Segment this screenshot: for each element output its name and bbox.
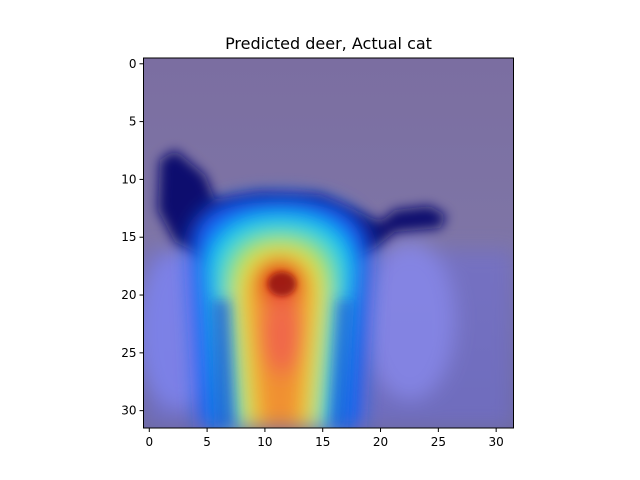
dark-core <box>268 272 296 296</box>
x-tick-label: 5 <box>203 435 211 449</box>
plot-frame <box>143 57 514 429</box>
x-tick-label: 15 <box>315 435 330 449</box>
y-tick-label: 20 <box>121 288 136 302</box>
x-tick-label: 25 <box>431 435 446 449</box>
y-tick-label: 30 <box>121 404 136 418</box>
y-tick-label: 5 <box>129 115 137 129</box>
side-cool-bands <box>212 300 354 428</box>
y-tick-label: 15 <box>121 230 136 244</box>
x-tick-label: 10 <box>257 435 272 449</box>
x-tick-label: 0 <box>145 435 153 449</box>
y-axis: 0 5 10 15 20 25 30 <box>121 57 144 418</box>
heatmap-image <box>143 58 514 428</box>
x-tick-label: 30 <box>489 435 504 449</box>
y-tick-label: 0 <box>129 57 137 71</box>
x-tick-label: 20 <box>373 435 388 449</box>
y-tick-label: 10 <box>121 172 136 186</box>
x-axis: 0 5 10 15 20 25 30 <box>145 428 504 449</box>
attention-heat <box>190 195 370 428</box>
chart-title: Predicted deer, Actual cat <box>225 34 432 53</box>
y-tick-label: 25 <box>121 346 136 360</box>
